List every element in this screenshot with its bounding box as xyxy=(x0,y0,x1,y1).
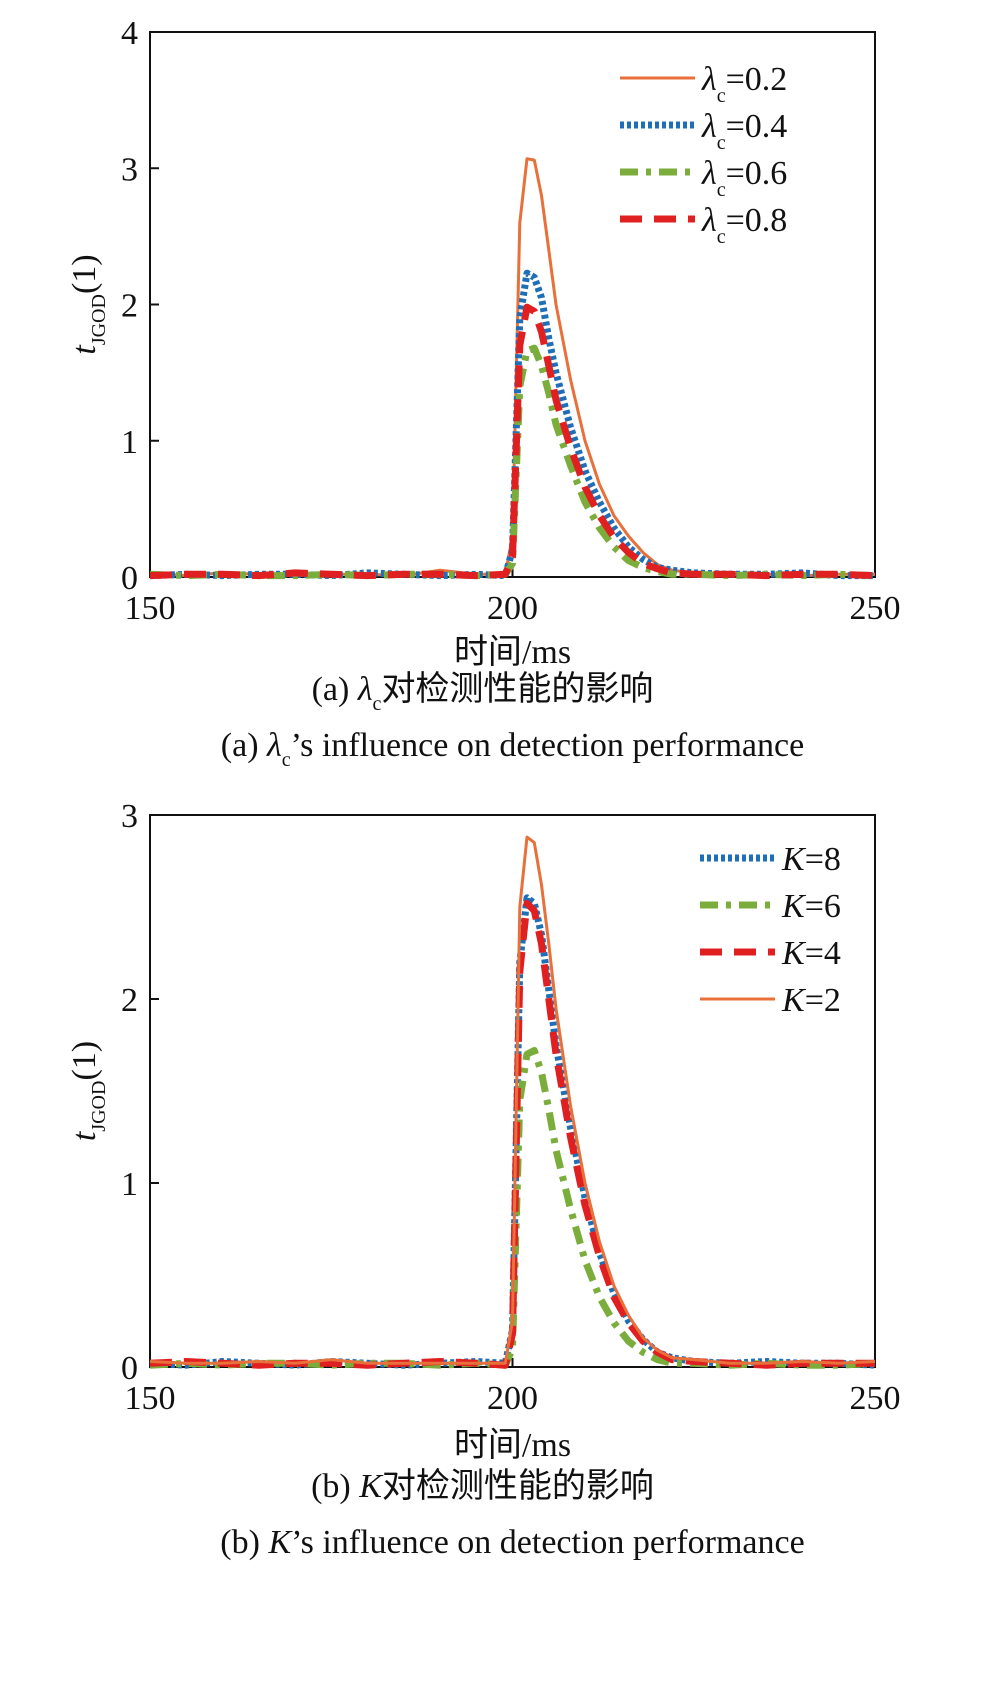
legend-entry: λc=0.4 xyxy=(701,108,787,154)
legend-symbol: λ xyxy=(701,61,717,98)
y-tick-label: 3 xyxy=(121,798,138,835)
y-axis-label-main: t xyxy=(66,344,103,355)
y-axis-label-subscript: JGOD xyxy=(88,294,110,345)
caption-chinese: (b) K对检测性能的影响 xyxy=(311,1467,654,1505)
y-axis-label: tJGOD(1) xyxy=(66,254,110,354)
y-axis-label: tJGOD(1) xyxy=(66,1041,110,1141)
caption-subscript: c xyxy=(282,749,291,771)
legend-entry: λc=0.2 xyxy=(701,61,787,107)
caption-prefix: (b) xyxy=(220,1524,268,1561)
legend-symbol: λ xyxy=(701,108,717,145)
x-axis-label: 时间/ms xyxy=(454,634,571,671)
y-axis-label-tail: (1) xyxy=(66,1041,103,1081)
legend-symbol: K xyxy=(781,888,807,925)
caption-rest: 对检测性能的影响 xyxy=(381,670,653,708)
y-axis-label-tail: (1) xyxy=(66,254,103,294)
x-tick-label: 150 xyxy=(125,590,176,627)
caption-prefix: (a) xyxy=(312,671,358,708)
legend-value: =0.8 xyxy=(726,202,788,239)
caption-rest: ’s influence on detection performance xyxy=(291,1524,805,1561)
x-tick-label: 150 xyxy=(125,1380,176,1417)
y-axis-label-subscript: JGOD xyxy=(88,1081,110,1132)
x-tick-label: 250 xyxy=(850,1380,901,1417)
legend-entry: λc=0.8 xyxy=(701,202,787,248)
legend-subscript: c xyxy=(717,226,726,248)
legend-value: =8 xyxy=(805,841,841,878)
legend-entry: K=8 xyxy=(781,841,841,878)
x-axis-label: 时间/ms xyxy=(454,1427,571,1464)
legend-value: =6 xyxy=(805,888,841,925)
y-tick-label: 2 xyxy=(121,982,138,1019)
legend-symbol: K xyxy=(781,841,807,878)
legend-symbol: λ xyxy=(701,155,717,192)
legend-subscript: c xyxy=(717,179,726,201)
legend-value: =2 xyxy=(805,982,841,1019)
legend-entry: K=2 xyxy=(781,982,841,1019)
legend-value: =0.6 xyxy=(726,155,788,192)
legend-subscript: c xyxy=(717,85,726,107)
y-tick-label: 2 xyxy=(121,288,138,325)
series-line xyxy=(149,303,876,580)
y-tick-label: 1 xyxy=(121,424,138,461)
x-tick-label: 200 xyxy=(487,1380,538,1417)
legend-entry: K=6 xyxy=(781,888,841,925)
y-tick-label: 0 xyxy=(121,1350,138,1387)
legend-value: =0.2 xyxy=(726,61,788,98)
caption-prefix: (a) xyxy=(221,727,267,764)
caption-chinese: (a) λc对检测性能的影响 xyxy=(312,670,654,715)
y-tick-label: 1 xyxy=(121,1166,138,1203)
caption-english: (b) K’s influence on detection performan… xyxy=(220,1524,804,1561)
legend-value: =4 xyxy=(805,935,841,972)
caption-rest: ’s influence on detection performance xyxy=(291,727,805,764)
caption-symbol: K xyxy=(267,1524,293,1561)
caption-symbol: K xyxy=(358,1468,384,1505)
caption-subscript: c xyxy=(373,693,382,715)
y-axis-label-main: t xyxy=(66,1130,103,1141)
caption-rest: 对检测性能的影响 xyxy=(382,1467,654,1505)
legend-entry: λc=0.6 xyxy=(701,155,787,201)
caption-prefix: (b) xyxy=(311,1468,359,1505)
caption-symbol: λ xyxy=(357,671,373,708)
legend-symbol: λ xyxy=(701,202,717,239)
caption-english: (a) λc’s influence on detection performa… xyxy=(221,727,804,771)
y-tick-label: 4 xyxy=(121,15,138,52)
legend-symbol: K xyxy=(781,982,807,1019)
x-tick-label: 250 xyxy=(850,590,901,627)
legend-entry: K=4 xyxy=(781,935,841,972)
series-line xyxy=(149,835,876,1365)
caption-symbol: λ xyxy=(266,727,282,764)
legend-value: =0.4 xyxy=(726,108,788,145)
series-line xyxy=(149,899,875,1369)
y-tick-label: 0 xyxy=(121,560,138,597)
legend-subscript: c xyxy=(717,132,726,154)
y-tick-label: 3 xyxy=(121,151,138,188)
legend-symbol: K xyxy=(781,935,807,972)
x-tick-label: 200 xyxy=(487,590,538,627)
